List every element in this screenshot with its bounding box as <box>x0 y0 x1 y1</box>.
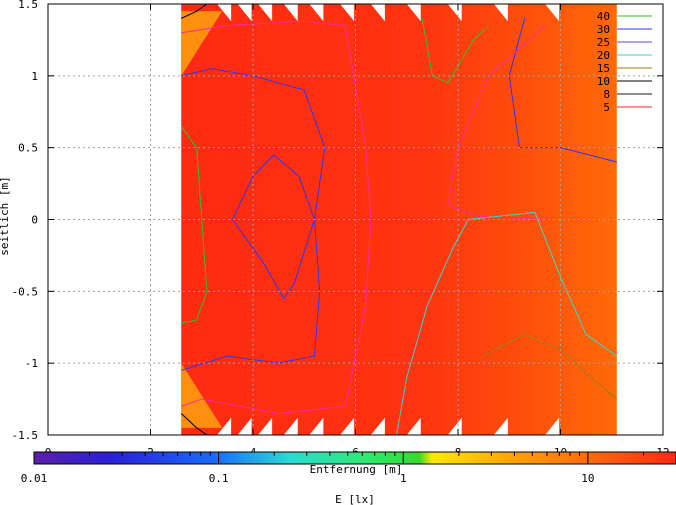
y-tick-label: -0.5 <box>12 285 39 298</box>
y-tick-label: 1.5 <box>18 0 38 11</box>
y-tick-label: 0 <box>31 214 38 227</box>
legend-label: 20 <box>597 49 610 62</box>
legend-label: 40 <box>597 10 610 23</box>
heatmap-corner <box>181 11 223 76</box>
y-axis-label: seitlich [m] <box>0 176 11 255</box>
colorbar-tick-label: 0.01 <box>21 472 48 485</box>
heatmap-gap <box>340 417 355 435</box>
contour-line-10 <box>181 4 208 19</box>
heatmap-gap <box>545 417 560 435</box>
heatmap-gap <box>258 417 273 435</box>
legend-label: 15 <box>597 62 610 75</box>
heatmap-gap <box>237 4 252 22</box>
contour-line-40 <box>421 18 490 84</box>
heatmap-gap <box>493 417 508 435</box>
heatmap-gap <box>217 4 232 22</box>
y-tick-label: 1 <box>31 70 38 83</box>
heatmap-corner <box>181 363 223 428</box>
contour-line-25 <box>181 20 372 414</box>
heatmap-gap <box>370 4 385 22</box>
legend-label: 5 <box>603 101 610 114</box>
colorbar-label: E [lx] <box>335 493 375 505</box>
heatmap-gap <box>309 4 324 22</box>
heatmap-gap <box>237 417 252 435</box>
contour-line-10 <box>180 413 208 435</box>
heatmap-gap <box>258 4 273 22</box>
colorbar-axis: 0.01 0.1 1 10 <box>21 452 676 485</box>
heatmap-gap <box>493 4 508 22</box>
contour-line-40 <box>180 125 208 324</box>
heatmap-gap <box>406 417 421 435</box>
colorbar-tick-label: 10 <box>581 472 594 485</box>
y-axis: 1.5 1 0.5 0 -0.5 -1 -1.5 <box>12 0 663 442</box>
colorbar-tick-label: 0.1 <box>209 472 229 485</box>
legend-label: 25 <box>597 36 610 49</box>
colorbar-tick-label: 1 <box>400 472 407 485</box>
heatmap-gap <box>616 4 629 435</box>
heatmap-gap <box>217 417 232 435</box>
contour-line-15 <box>483 333 618 400</box>
legend-label: 10 <box>597 75 610 88</box>
y-tick-label: -1.5 <box>12 429 39 442</box>
heatmap-gap <box>340 4 355 22</box>
legend-label: 8 <box>603 88 610 101</box>
y-tick-label: 0.5 <box>18 142 38 155</box>
heatmap-gap <box>283 417 298 435</box>
grid <box>48 4 663 435</box>
x-axis-label: Entfernung [m] <box>310 463 403 476</box>
heatmap-gap <box>309 417 324 435</box>
heatmap-gap <box>545 4 560 22</box>
legend-label: 30 <box>597 23 610 36</box>
heatmap-gap <box>370 417 385 435</box>
y-tick-label: -1 <box>25 357 38 370</box>
heatmap-gap <box>283 4 298 22</box>
heatmap-gap <box>406 4 421 22</box>
